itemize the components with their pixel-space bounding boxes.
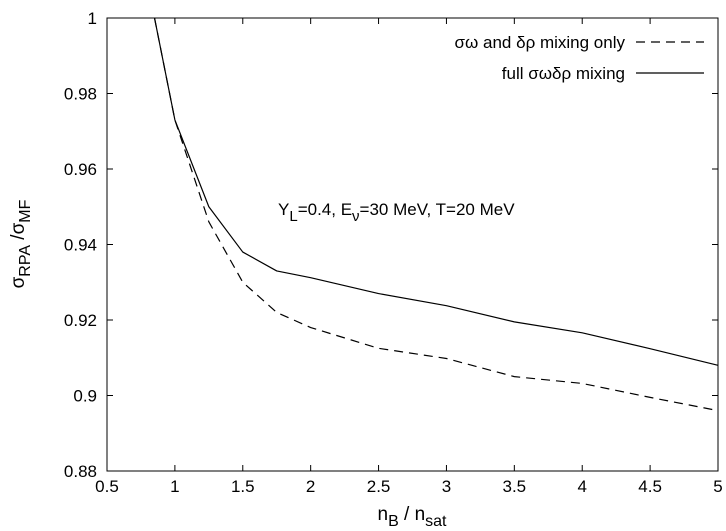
x-axis-label: nB / nsat: [378, 504, 448, 530]
plot-frame: [106, 17, 719, 472]
x-tick-label: 4: [577, 477, 586, 496]
series-line-0: [153, 17, 719, 412]
x-tick-label: 2: [306, 477, 315, 496]
y-tick-label: 1: [88, 9, 97, 28]
x-tick-label: 4.5: [638, 477, 662, 496]
x-tick-label: 3.5: [503, 477, 527, 496]
y-axis-label: σRPA /σMF: [8, 199, 34, 288]
x-tick-label: 2.5: [367, 477, 391, 496]
annotation: YL=0.4, Eν=30 MeV, T=20 MeV: [278, 200, 515, 225]
x-tick-label: 1.5: [231, 477, 255, 496]
series-line-1: [153, 17, 719, 366]
legend-label-1: full σωδρ mixing: [502, 64, 625, 83]
legend-label-0: σω and δρ mixing only: [455, 33, 626, 52]
y-tick-label: 0.98: [64, 85, 97, 104]
legend: σω and δρ mixing only full σωδρ mixing: [455, 33, 704, 83]
y-tick-label: 0.9: [73, 387, 97, 406]
axis-ticks: 0.5 1 1.5 2 2.5 3 3.5 4 4.5 5 0.88 0.9 0.92 0.94 0.96 0…: [64, 9, 723, 496]
x-tick-label: 0.5: [95, 477, 119, 496]
y-tick-label: 0.92: [64, 311, 97, 330]
x-tick-label: 3: [442, 477, 451, 496]
series-layer: [153, 17, 719, 412]
x-tick-label: 5: [713, 477, 722, 496]
y-tick-label: 0.94: [64, 236, 97, 255]
x-tick-label: 1: [170, 477, 179, 496]
y-tick-label: 0.96: [64, 160, 97, 179]
y-tick-label: 0.88: [64, 462, 97, 481]
